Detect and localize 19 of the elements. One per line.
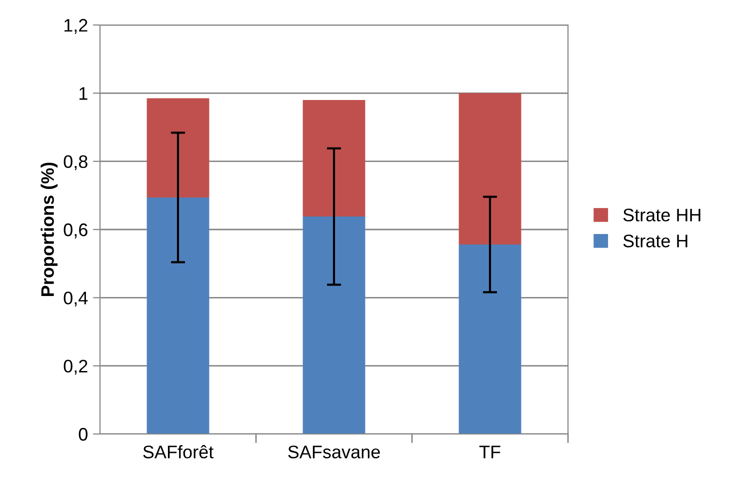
y-tick-label: 0,6 <box>64 223 88 238</box>
x-tick-label: TF <box>479 446 500 458</box>
y-tick-label: 0,2 <box>64 360 88 375</box>
bar <box>146 98 210 198</box>
bar <box>146 197 210 434</box>
y-tick-label: 0 <box>78 428 88 441</box>
legend-label: Strate HH <box>623 208 700 222</box>
x-tick-label: SAFforêt <box>143 445 214 458</box>
bar <box>458 244 522 434</box>
y-tick-label: 0,4 <box>64 292 88 307</box>
y-axis-title: Proportions (%) <box>40 162 58 296</box>
bar <box>302 216 366 434</box>
bar <box>458 93 522 244</box>
legend-label: Strate H <box>623 234 688 248</box>
y-tick-label: 1 <box>80 87 88 100</box>
y-tick-label: 0,8 <box>64 155 88 170</box>
bar <box>302 100 366 217</box>
x-tick-label: SAFsavane <box>288 446 380 458</box>
y-tick-label: 1,2 <box>64 18 88 34</box>
